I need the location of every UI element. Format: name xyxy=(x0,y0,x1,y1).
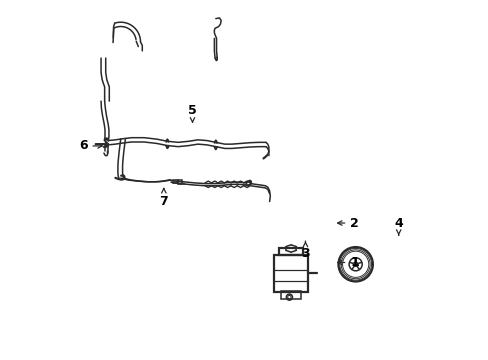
Text: 7: 7 xyxy=(159,189,168,208)
Bar xyxy=(173,180,178,183)
Text: 4: 4 xyxy=(393,216,402,235)
Bar xyxy=(178,180,182,184)
Text: 5: 5 xyxy=(188,104,197,122)
Text: 1: 1 xyxy=(337,256,358,269)
Text: 3: 3 xyxy=(301,242,309,260)
Bar xyxy=(279,248,303,255)
Bar xyxy=(274,255,307,292)
Text: 2: 2 xyxy=(337,216,358,230)
Bar xyxy=(280,291,301,299)
Text: 6: 6 xyxy=(79,139,102,152)
